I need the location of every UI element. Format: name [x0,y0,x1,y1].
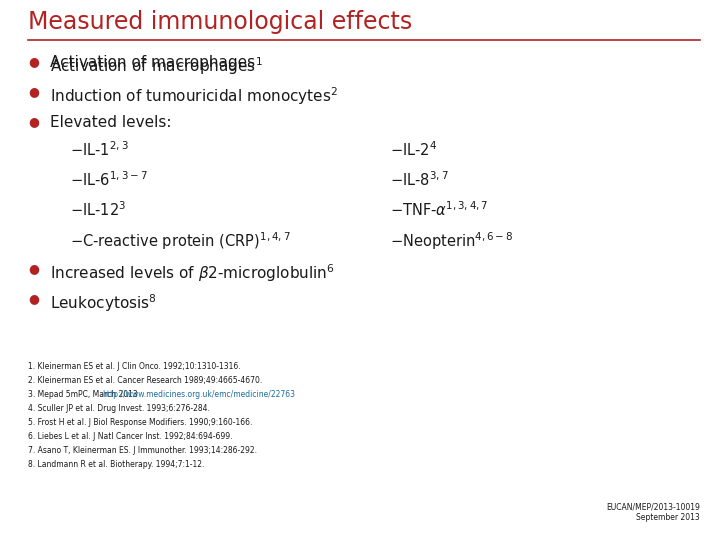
Text: 3. Mepad 5mPC, March 2013: 3. Mepad 5mPC, March 2013 [28,390,140,399]
Text: 1. Kleinerman ES et al. J Clin Onco. 1992;10:1310-1316.: 1. Kleinerman ES et al. J Clin Onco. 199… [28,362,240,371]
Text: Induction of tumouricidal monocytes$^2$: Induction of tumouricidal monocytes$^2$ [50,85,338,107]
Text: $-$Neopterin$^{4,6-8}$: $-$Neopterin$^{4,6-8}$ [390,230,513,252]
Text: http://www.medicines.org.uk/emc/medicine/22763: http://www.medicines.org.uk/emc/medicine… [102,390,295,399]
Text: ●: ● [28,292,39,305]
Text: $-$IL-2$^4$: $-$IL-2$^4$ [390,140,437,159]
Text: $-$C-reactive protein (CRP)$^{1,4,7}$: $-$C-reactive protein (CRP)$^{1,4,7}$ [70,230,291,252]
Text: Activation of macrophages: Activation of macrophages [50,55,255,70]
Text: ●: ● [28,115,39,128]
Text: 4. Sculler JP et al. Drug Invest. 1993;6:276-284.: 4. Sculler JP et al. Drug Invest. 1993;6… [28,404,210,413]
Text: 5. Frost H et al. J Biol Response Modifiers. 1990;9:160-166.: 5. Frost H et al. J Biol Response Modifi… [28,418,253,427]
Text: ●: ● [28,262,39,275]
Text: ●: ● [28,85,39,98]
Text: 8. Landmann R et al. Biotherapy. 1994;7:1-12.: 8. Landmann R et al. Biotherapy. 1994;7:… [28,460,204,469]
Text: $-$IL-6$^{1,3-7}$: $-$IL-6$^{1,3-7}$ [70,170,148,188]
Text: Measured immunological effects: Measured immunological effects [28,10,413,34]
Text: Activation of macrophages$^1$: Activation of macrophages$^1$ [50,55,263,77]
Text: $-$IL-12$^3$: $-$IL-12$^3$ [70,200,127,219]
Text: Leukocytosis$^8$: Leukocytosis$^8$ [50,292,157,314]
Text: EUCAN/MEP/2013-10019
September 2013: EUCAN/MEP/2013-10019 September 2013 [606,503,700,522]
Text: 7. Asano T, Kleinerman ES. J Immunother. 1993;14:286-292.: 7. Asano T, Kleinerman ES. J Immunother.… [28,446,257,455]
Text: ●: ● [28,55,39,68]
Text: 2. Kleinerman ES et al. Cancer Research 1989;49:4665-4670.: 2. Kleinerman ES et al. Cancer Research … [28,376,262,385]
Text: Elevated levels:: Elevated levels: [50,115,171,130]
Text: 6. Liebes L et al. J Natl Cancer Inst. 1992;84:694-699.: 6. Liebes L et al. J Natl Cancer Inst. 1… [28,432,233,441]
Text: $-$IL-1$^{2,3}$: $-$IL-1$^{2,3}$ [70,140,129,159]
Text: $-$TNF-$\alpha$$^{1,3,4,7}$: $-$TNF-$\alpha$$^{1,3,4,7}$ [390,200,489,219]
Text: $-$IL-8$^{3,7}$: $-$IL-8$^{3,7}$ [390,170,449,188]
Text: Increased levels of $\beta$2-microglobulin$^6$: Increased levels of $\beta$2-microglobul… [50,262,335,284]
